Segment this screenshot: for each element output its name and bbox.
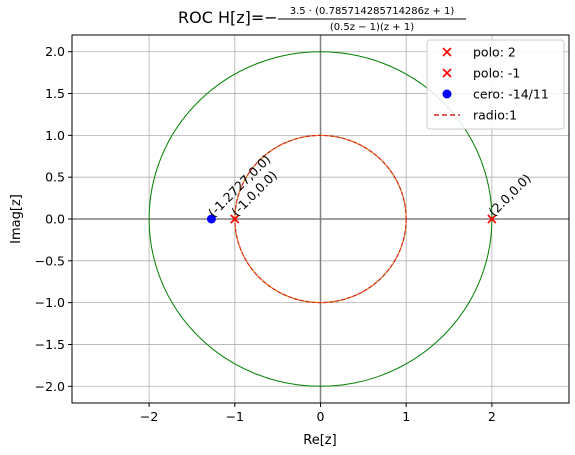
y-tick-label-4: 0.0: [45, 212, 65, 227]
legend-dot-icon: [442, 89, 452, 99]
y-tick-label-7: 1.5: [45, 86, 65, 101]
ticks: −2 −1 0 1 2 −2.0 −1.5 −1.0 −0.5 0.0 0.5 1.0 1.5 2.0: [35, 44, 496, 424]
legend-label-3: radio:1: [473, 108, 517, 123]
legend-entry-3: radio:1: [434, 108, 517, 123]
title-prefix: ROC H[z]=−: [178, 8, 278, 27]
legend: polo: 2 polo: -1 cero: -14/11 radio:1: [426, 39, 565, 130]
y-tick-label-3: −0.5: [35, 253, 65, 268]
pole-annotation-0: (2.0,0.0): [485, 171, 533, 219]
x-tick-label-1: −1: [226, 409, 244, 424]
origin-axes: [72, 35, 569, 403]
legend-entry-2: cero: -14/11: [442, 87, 549, 102]
x-axis-label: Re[z]: [303, 433, 336, 448]
y-tick-label-8: 2.0: [45, 44, 65, 59]
legend-x-icon-b: [442, 68, 452, 78]
legend-x-icon-b: [442, 47, 452, 57]
legend-entry-0: polo: 2: [442, 45, 516, 60]
title-denominator: (0.5z − 1)(z + 1): [330, 22, 414, 33]
y-tick-label-2: −1.0: [35, 295, 65, 310]
legend-label-0: polo: 2: [473, 45, 516, 60]
x-tick-label-2: 0: [317, 409, 325, 424]
title-numerator: 3.5 · (0.785714285714286z + 1): [290, 6, 455, 17]
legend-box: [426, 39, 565, 130]
y-tick-label-0: −2.0: [35, 379, 65, 394]
point-annotations: (2.0,0.0)(-1.0,0.0)(-1.2727,0.0): [205, 152, 534, 220]
pole-marker-1: [230, 214, 240, 224]
x-tick-label-0: −2: [140, 409, 158, 424]
pole-marker-stroke-b: [487, 214, 497, 224]
legend-entry-1: polo: -1: [442, 66, 520, 81]
zero-marker-0: [206, 214, 216, 224]
y-tick-label-6: 1.0: [45, 128, 65, 143]
x-tick-label-3: 1: [402, 409, 410, 424]
legend-label-2: cero: -14/11: [473, 87, 549, 102]
y-tick-label-1: −1.5: [35, 337, 65, 352]
y-axis-label: Imag[z]: [9, 194, 24, 244]
chart-title: ROC H[z]=− 3.5 · (0.785714285714286z + 1…: [178, 6, 466, 33]
y-tick-label-5: 0.5: [45, 170, 65, 185]
pole-zero-markers: [206, 214, 497, 224]
pole-marker-0: [487, 214, 497, 224]
pole-marker-stroke-b: [230, 214, 240, 224]
legend-label-1: polo: -1: [473, 66, 520, 81]
x-tick-label-4: 2: [488, 409, 496, 424]
